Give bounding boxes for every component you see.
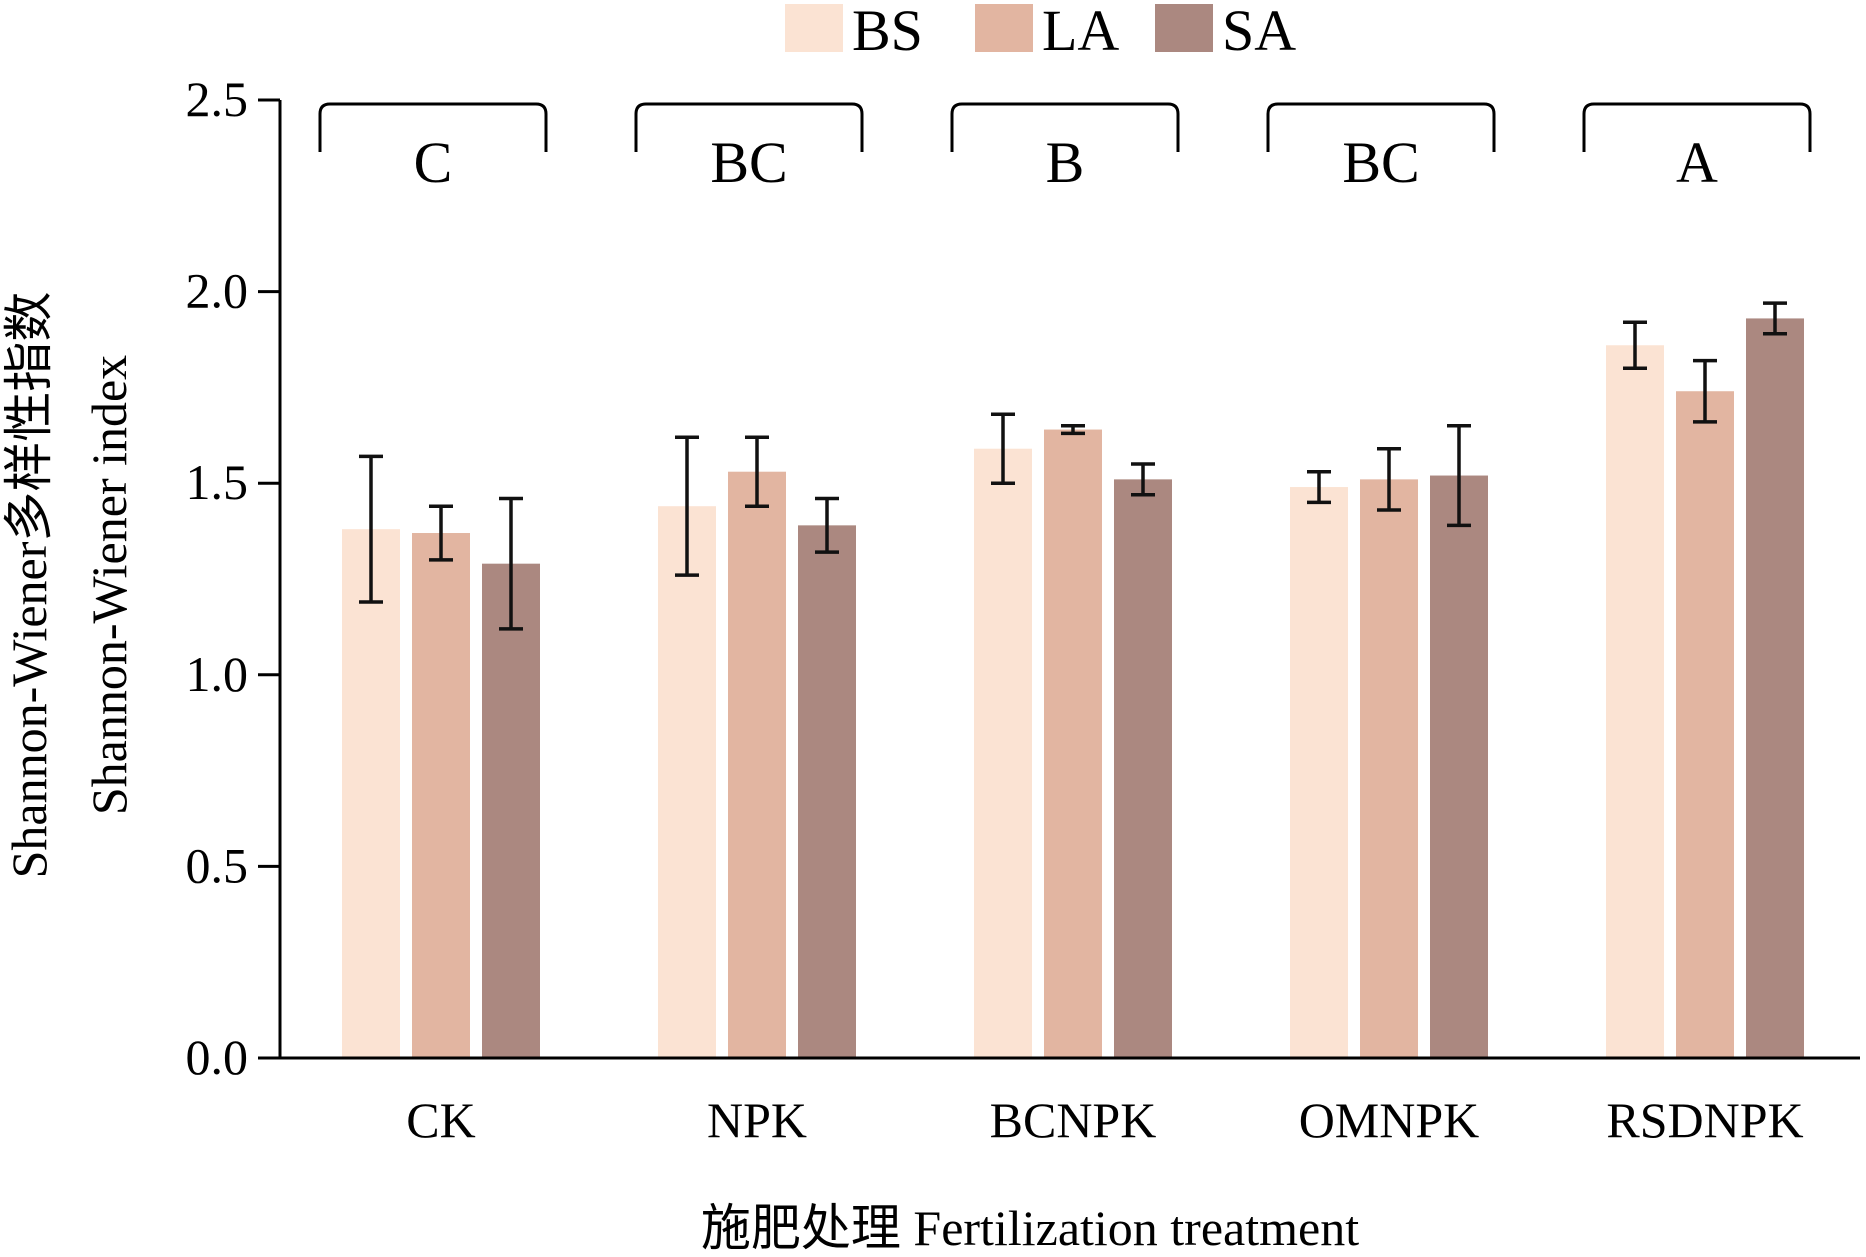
y-tick-label: 2.5: [186, 71, 249, 127]
bar-bs-npk: [658, 506, 716, 1058]
error-bar-sa-ck: [499, 496, 523, 631]
bar-sa-rsdnpk: [1746, 318, 1804, 1058]
significance-brackets: C BC B BC A: [318, 102, 1812, 195]
legend-swatch-bs: [785, 4, 843, 52]
error-bar-bs-ck: [359, 454, 383, 604]
bar-la-bcnpk: [1044, 429, 1102, 1058]
bar-group-npk: [658, 435, 856, 1059]
error-bar-bs-rsdnpk: [1623, 320, 1647, 370]
y-tick-label: 1.5: [186, 454, 249, 510]
bar-group-bcnpk: [974, 412, 1172, 1058]
y-tick-label: 0.0: [186, 1029, 249, 1085]
error-bar-la-npk: [745, 435, 769, 508]
y-tick-label: 2.0: [186, 263, 249, 319]
x-tick-label: RSDNPK: [1606, 1092, 1803, 1148]
bar-bs-omnpk: [1290, 487, 1348, 1059]
bar-sa-omnpk: [1430, 475, 1488, 1058]
significance-bracket: [634, 102, 864, 152]
bar-sa-bcnpk: [1114, 479, 1172, 1058]
error-bar-bs-npk: [675, 435, 699, 577]
significance-bracket: [318, 102, 548, 152]
error-bar-sa-rsdnpk: [1763, 301, 1787, 336]
bar-group-omnpk: [1290, 423, 1488, 1059]
legend-label-la: LA: [1042, 0, 1119, 63]
x-tick-label: OMNPK: [1299, 1092, 1480, 1148]
bar-group-rsdnpk: [1606, 301, 1804, 1058]
significance-letter: A: [1676, 130, 1718, 195]
bar-sa-ck: [482, 563, 540, 1058]
significance-letter: C: [414, 130, 453, 195]
x-axis: CK NPK BCNPK OMNPK RSDNPK: [280, 1056, 1860, 1148]
significance-letter: BC: [710, 130, 787, 195]
significance-bracket: [950, 102, 1180, 152]
bar-la-npk: [728, 471, 786, 1059]
y-axis-title-english: Shannon-Wiener index: [81, 355, 137, 815]
legend-label-bs: BS: [852, 0, 923, 63]
error-bar-sa-npk: [815, 496, 839, 554]
legend-label-sa: SA: [1222, 0, 1296, 63]
error-bar-la-rsdnpk: [1693, 358, 1717, 424]
significance-bracket: [1266, 102, 1496, 152]
error-bar-la-bcnpk: [1061, 423, 1085, 436]
x-tick-label: BCNPK: [990, 1092, 1157, 1148]
bar-la-ck: [412, 533, 470, 1058]
y-axis: 0.0 0.5 1.0 1.5 2.0 2.5: [186, 71, 282, 1085]
x-axis-title: 施肥处理 Fertilization treatment: [701, 1200, 1359, 1256]
y-tick-label: 0.5: [186, 837, 249, 893]
bar-bs-ck: [342, 529, 400, 1058]
bar-la-rsdnpk: [1676, 391, 1734, 1058]
error-bar-sa-omnpk: [1447, 423, 1471, 528]
legend-swatch-sa: [1155, 4, 1213, 52]
error-bar-sa-bcnpk: [1131, 462, 1155, 497]
bar-sa-npk: [798, 525, 856, 1058]
legend: BS LA SA: [785, 0, 1296, 63]
bar-group-ck: [342, 454, 540, 1058]
significance-bracket: [1582, 102, 1812, 152]
y-tick-label: 1.0: [186, 646, 249, 702]
error-bar-bs-bcnpk: [991, 412, 1015, 485]
bar-la-omnpk: [1360, 479, 1418, 1058]
error-bar-la-ck: [429, 504, 453, 562]
bar-bs-rsdnpk: [1606, 345, 1664, 1058]
error-bar-la-omnpk: [1377, 446, 1401, 512]
significance-letter: B: [1046, 130, 1085, 195]
x-tick-label: NPK: [707, 1092, 807, 1148]
x-tick-label: CK: [406, 1092, 475, 1148]
y-axis-title-chinese: Shannon-Wiener多样性指数: [1, 292, 57, 879]
bars: [342, 301, 1804, 1059]
significance-letter: BC: [1342, 130, 1419, 195]
legend-swatch-la: [975, 4, 1033, 52]
bar-bs-bcnpk: [974, 448, 1032, 1058]
error-bar-bs-omnpk: [1307, 469, 1331, 505]
